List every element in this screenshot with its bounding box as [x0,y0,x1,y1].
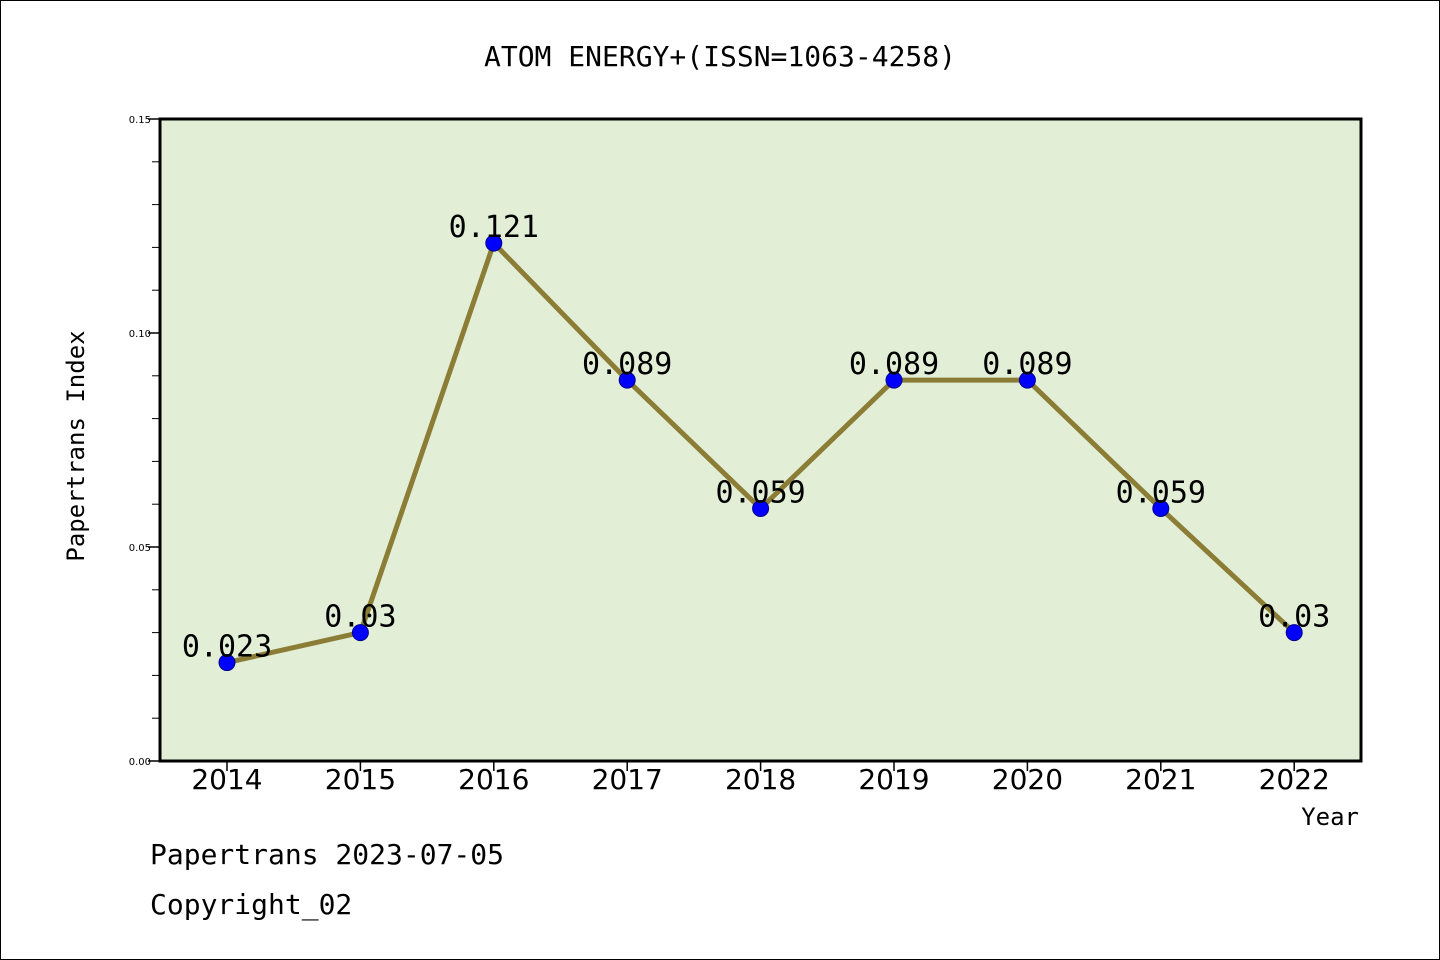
data-label: 0.023 [182,630,272,665]
y-tick-label: 0.00 [129,757,151,768]
x-tick-label: 2014 [191,763,262,796]
y-tick-label: 0.10 [129,329,151,340]
x-axis: 2014 2015 2016 2017 2018 2019 2020 2021 2022 [191,761,1330,796]
data-point [1152,499,1170,517]
y-axis: 0.00 0.05 0.10 0.15 [129,115,160,768]
y-axis-title: Papertrans Index [62,330,90,561]
series-group [218,234,1303,672]
data-label: 0.089 [982,347,1072,382]
data-label: 0.121 [449,210,539,245]
footer-copyright: Copyright_02 [150,888,352,922]
data-point [752,499,770,517]
x-axis-title: Year [1301,803,1359,831]
data-point [218,654,236,672]
x-tick-label: 2015 [325,763,396,796]
data-label: 0.089 [849,347,939,382]
x-tick-label: 2018 [725,763,796,796]
data-point [618,371,636,389]
data-label: 0.059 [715,475,805,510]
x-tick-label: 2020 [992,763,1063,796]
data-point [885,371,903,389]
footer-date: Papertrans 2023-07-05 [150,838,504,871]
data-point [1285,624,1303,642]
x-tick-label: 2016 [458,763,529,796]
x-tick-label: 2017 [592,763,663,796]
data-point [1018,371,1036,389]
data-label: 0.089 [582,347,672,382]
plot-area [158,117,1363,763]
x-tick-label: 2019 [858,763,929,796]
y-tick-label: 0.05 [129,543,151,554]
data-label: 0.03 [1258,600,1330,635]
x-tick-label: 2021 [1125,763,1196,796]
chart-title: ATOM ENERGY+(ISSN=1063-4258) [484,40,956,73]
y-tick-label: 0.15 [129,115,151,126]
data-labels-group: 0.023 0.03 0.121 0.089 0.059 0.089 0.089 0.059 0… [182,210,1330,664]
data-point [351,624,369,642]
data-point [485,234,503,252]
x-tick-label: 2022 [1259,763,1330,796]
data-label: 0.03 [324,600,396,635]
data-label: 0.059 [1116,475,1206,510]
